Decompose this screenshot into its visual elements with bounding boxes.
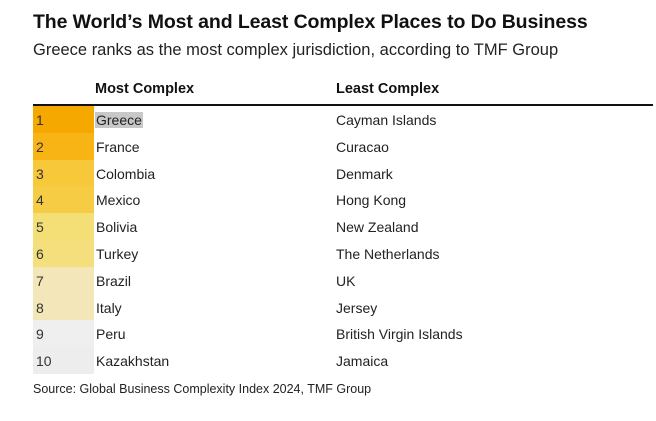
table-row: 1 Greece Cayman Islands bbox=[33, 106, 653, 133]
least-complex-country: Cayman Islands bbox=[336, 112, 437, 128]
most-complex-country: France bbox=[96, 138, 140, 155]
least-complex-country: New Zealand bbox=[336, 219, 419, 236]
table-row: 2 France Curacao bbox=[33, 132, 653, 160]
rank-color-cell: 1 bbox=[33, 106, 94, 133]
rank-number: 4 bbox=[36, 192, 44, 209]
least-complex-country: UK bbox=[336, 272, 356, 289]
table-row: 6 Turkey The Netherlands bbox=[33, 240, 653, 267]
table-row: 7 Brazil UK bbox=[33, 266, 653, 294]
most-complex-country: Colombia bbox=[96, 165, 156, 182]
rank-number: 8 bbox=[36, 299, 44, 316]
table-row: 3 Colombia Denmark bbox=[33, 159, 653, 187]
column-header-least-complex: Least Complex bbox=[336, 81, 440, 97]
table-row: 8 Italy Jersey bbox=[33, 293, 653, 321]
rank-number: 10 bbox=[36, 353, 52, 370]
rank-number: 9 bbox=[36, 326, 44, 343]
rank-color-cell: 5 bbox=[33, 213, 94, 241]
rank-color-cell: 9 bbox=[33, 320, 94, 348]
most-complex-country: Brazil bbox=[96, 272, 132, 289]
most-complex-country: Greece bbox=[95, 112, 143, 128]
rank-color-cell: 2 bbox=[33, 132, 94, 160]
rank-color-cell: 8 bbox=[33, 293, 94, 321]
rank-number: 7 bbox=[36, 272, 44, 289]
rank-color-cell: 6 bbox=[33, 240, 94, 267]
rank-number: 1 bbox=[36, 112, 44, 128]
least-complex-country: British Virgin Islands bbox=[336, 326, 463, 343]
most-complex-country: Mexico bbox=[96, 192, 141, 209]
column-header-most-complex: Most Complex bbox=[95, 81, 195, 97]
table-row: 9 Peru British Virgin Islands bbox=[33, 320, 653, 348]
table-row: 5 Bolivia New Zealand bbox=[33, 213, 653, 241]
least-complex-country: Jersey bbox=[336, 299, 378, 316]
rank-number: 2 bbox=[36, 138, 44, 155]
most-complex-country: Italy bbox=[96, 299, 122, 316]
rank-color-cell: 4 bbox=[33, 186, 94, 214]
table-row: 10 Kazakhstan Jamaica bbox=[33, 347, 653, 375]
rank-number: 3 bbox=[36, 165, 44, 182]
rank-color-cell: 3 bbox=[33, 159, 94, 187]
chart-subtitle: Greece ranks as the most complex jurisdi… bbox=[33, 41, 559, 59]
least-complex-country: Hong Kong bbox=[336, 192, 407, 209]
rank-color-cell: 10 bbox=[33, 347, 94, 375]
rank-number: 6 bbox=[36, 246, 44, 262]
header-divider bbox=[33, 104, 653, 106]
most-complex-country: Kazakhstan bbox=[96, 353, 170, 370]
least-complex-country: The Netherlands bbox=[336, 246, 440, 262]
table-row: 4 Mexico Hong Kong bbox=[33, 186, 653, 214]
source-note: Source: Global Business Complexity Index… bbox=[33, 382, 372, 396]
least-complex-country: Denmark bbox=[336, 165, 393, 182]
most-complex-country: Bolivia bbox=[96, 219, 138, 236]
least-complex-country: Jamaica bbox=[336, 353, 389, 370]
most-complex-country: Turkey bbox=[96, 246, 139, 262]
least-complex-country: Curacao bbox=[336, 138, 389, 155]
rank-color-cell: 7 bbox=[33, 266, 94, 294]
most-complex-country: Peru bbox=[96, 326, 126, 343]
chart-title: The World’s Most and Least Complex Place… bbox=[33, 11, 588, 33]
rank-number: 5 bbox=[36, 219, 44, 236]
